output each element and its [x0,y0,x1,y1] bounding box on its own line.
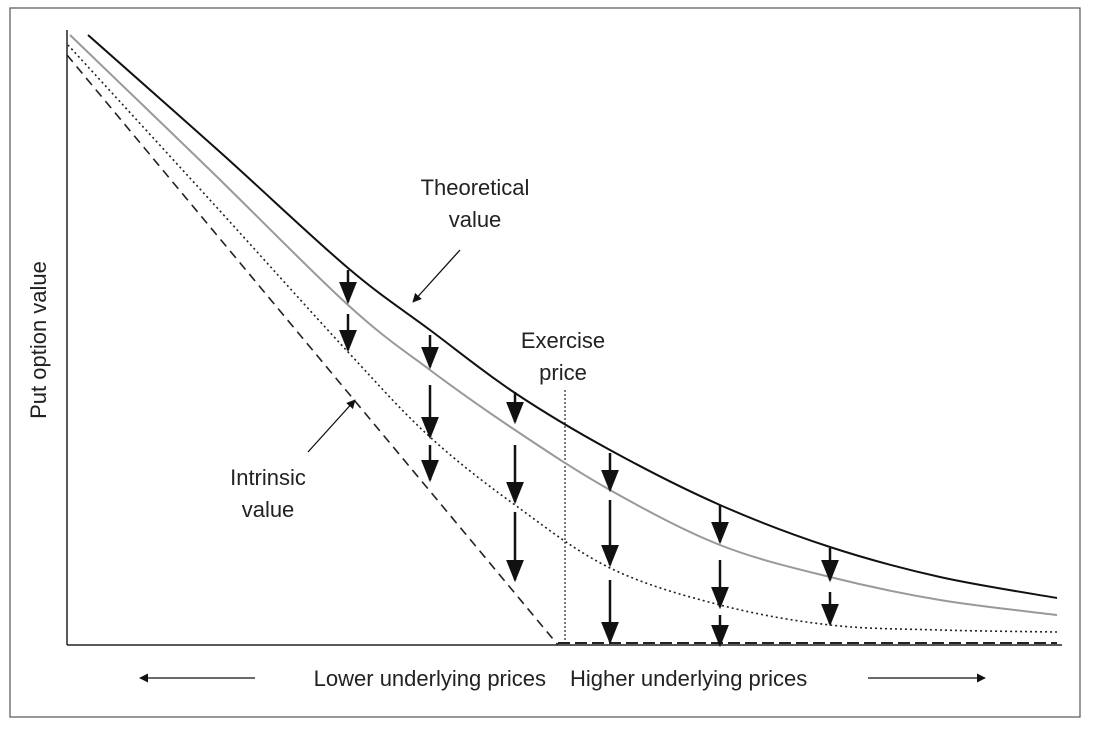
intrinsic-line [66,54,559,646]
intrinsic-pointer [307,399,356,453]
theoretical-curve [87,34,1058,599]
theoretical-pointer [412,249,461,303]
exercise-label: Exercise [521,328,605,353]
intrinsic-label: value [242,497,295,522]
y-axis-label: Put option value [26,261,51,419]
x-right-label: Higher underlying prices [570,666,807,691]
exercise-label: price [539,360,587,385]
x-left-label: Lower underlying prices [314,666,546,691]
intermediate-curve [69,34,1058,616]
frame [9,7,1081,718]
near-expiry-curve [67,44,1058,633]
theoretical-label: Theoretical [421,175,530,200]
theoretical-label: value [449,207,502,232]
intrinsic-label: Intrinsic [230,465,306,490]
